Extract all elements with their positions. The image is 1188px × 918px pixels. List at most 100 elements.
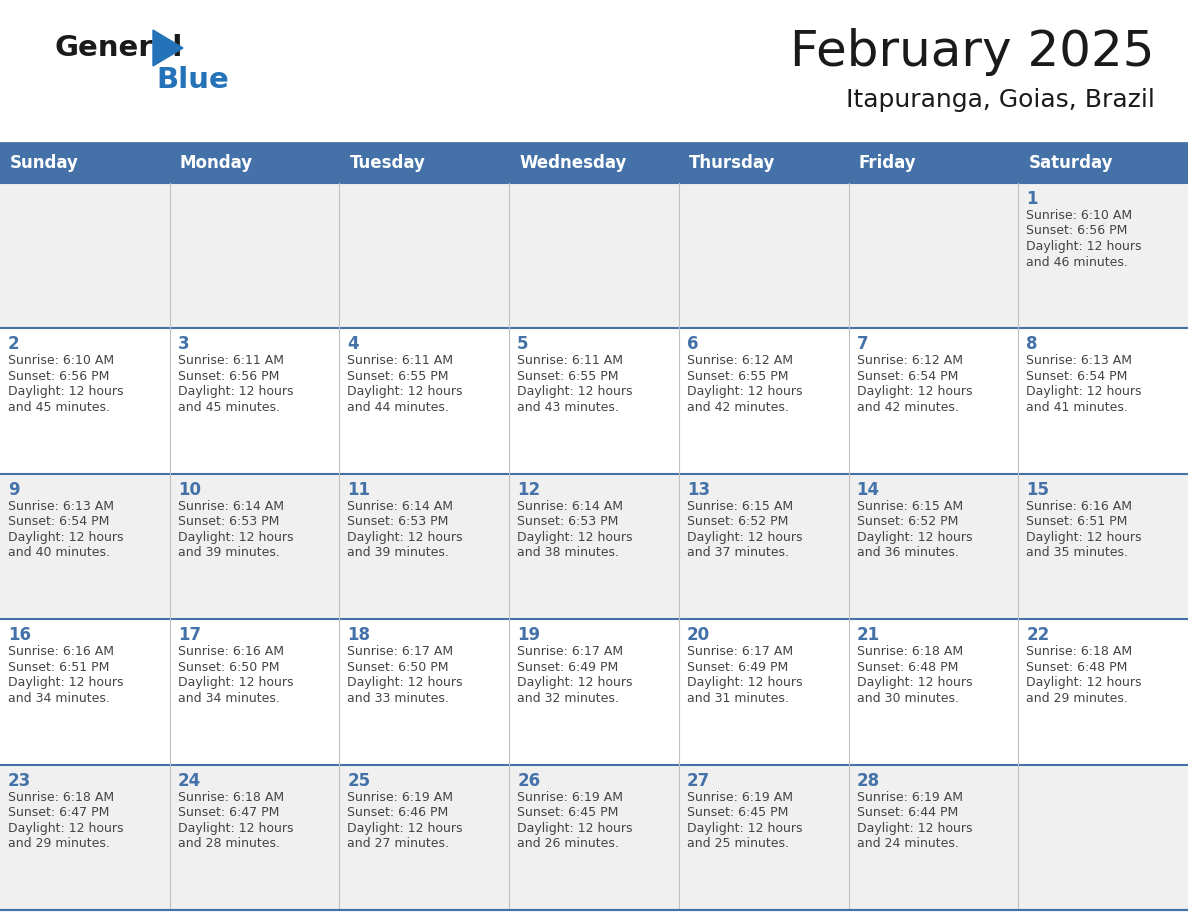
Text: Sunrise: 6:10 AM: Sunrise: 6:10 AM	[8, 354, 114, 367]
Text: Sunset: 6:48 PM: Sunset: 6:48 PM	[857, 661, 958, 674]
Text: Sunset: 6:55 PM: Sunset: 6:55 PM	[347, 370, 449, 383]
Text: Sunset: 6:54 PM: Sunset: 6:54 PM	[1026, 370, 1127, 383]
Text: Daylight: 12 hours: Daylight: 12 hours	[857, 677, 972, 689]
Text: Sunset: 6:53 PM: Sunset: 6:53 PM	[178, 515, 279, 528]
Text: Daylight: 12 hours: Daylight: 12 hours	[517, 386, 633, 398]
Text: 4: 4	[347, 335, 359, 353]
Text: Sunrise: 6:16 AM: Sunrise: 6:16 AM	[178, 645, 284, 658]
Text: Sunset: 6:49 PM: Sunset: 6:49 PM	[687, 661, 788, 674]
Text: and 32 minutes.: and 32 minutes.	[517, 691, 619, 705]
Bar	[0, 474, 1188, 620]
Text: 15: 15	[1026, 481, 1049, 498]
Text: Daylight: 12 hours: Daylight: 12 hours	[1026, 677, 1142, 689]
Text: Sunrise: 6:17 AM: Sunrise: 6:17 AM	[517, 645, 624, 658]
Text: 25: 25	[347, 772, 371, 789]
Text: 19: 19	[517, 626, 541, 644]
Text: and 34 minutes.: and 34 minutes.	[178, 691, 279, 705]
Text: Sunset: 6:44 PM: Sunset: 6:44 PM	[857, 806, 958, 819]
Text: Wednesday: Wednesday	[519, 154, 626, 172]
Text: 20: 20	[687, 626, 710, 644]
Text: 28: 28	[857, 772, 879, 789]
Text: Sunset: 6:51 PM: Sunset: 6:51 PM	[1026, 515, 1127, 528]
Text: Sunrise: 6:11 AM: Sunrise: 6:11 AM	[347, 354, 454, 367]
Text: 21: 21	[857, 626, 879, 644]
Text: and 41 minutes.: and 41 minutes.	[1026, 401, 1129, 414]
Text: Sunset: 6:45 PM: Sunset: 6:45 PM	[687, 806, 788, 819]
Text: Tuesday: Tuesday	[349, 154, 425, 172]
Text: Sunset: 6:49 PM: Sunset: 6:49 PM	[517, 661, 619, 674]
Text: Daylight: 12 hours: Daylight: 12 hours	[347, 822, 463, 834]
Text: 9: 9	[8, 481, 20, 498]
Text: Sunset: 6:47 PM: Sunset: 6:47 PM	[178, 806, 279, 819]
Text: 2: 2	[8, 335, 20, 353]
Text: Sunset: 6:52 PM: Sunset: 6:52 PM	[687, 515, 788, 528]
Text: Daylight: 12 hours: Daylight: 12 hours	[857, 531, 972, 543]
Text: 8: 8	[1026, 335, 1038, 353]
Bar	[0, 183, 1188, 329]
Text: Sunrise: 6:19 AM: Sunrise: 6:19 AM	[687, 790, 792, 803]
Text: 7: 7	[857, 335, 868, 353]
Text: and 37 minutes.: and 37 minutes.	[687, 546, 789, 559]
Text: 24: 24	[178, 772, 201, 789]
Text: 16: 16	[8, 626, 31, 644]
Text: and 30 minutes.: and 30 minutes.	[857, 691, 959, 705]
Text: and 42 minutes.: and 42 minutes.	[857, 401, 959, 414]
Text: Daylight: 12 hours: Daylight: 12 hours	[1026, 531, 1142, 543]
Text: and 29 minutes.: and 29 minutes.	[1026, 691, 1129, 705]
Text: Daylight: 12 hours: Daylight: 12 hours	[517, 531, 633, 543]
Text: Daylight: 12 hours: Daylight: 12 hours	[8, 822, 124, 834]
Text: and 29 minutes.: and 29 minutes.	[8, 837, 109, 850]
Text: 27: 27	[687, 772, 710, 789]
Text: and 39 minutes.: and 39 minutes.	[347, 546, 449, 559]
Bar	[848, 143, 1018, 183]
Text: Sunset: 6:54 PM: Sunset: 6:54 PM	[857, 370, 958, 383]
Text: Sunrise: 6:15 AM: Sunrise: 6:15 AM	[687, 499, 792, 513]
Text: Daylight: 12 hours: Daylight: 12 hours	[517, 677, 633, 689]
Text: Daylight: 12 hours: Daylight: 12 hours	[178, 822, 293, 834]
Text: Sunrise: 6:17 AM: Sunrise: 6:17 AM	[687, 645, 792, 658]
Text: February 2025: February 2025	[790, 28, 1155, 76]
Text: Sunset: 6:56 PM: Sunset: 6:56 PM	[1026, 225, 1127, 238]
Text: 10: 10	[178, 481, 201, 498]
Text: Sunrise: 6:18 AM: Sunrise: 6:18 AM	[1026, 645, 1132, 658]
Text: Sunset: 6:53 PM: Sunset: 6:53 PM	[347, 515, 449, 528]
Text: General: General	[55, 34, 183, 62]
Text: Sunrise: 6:14 AM: Sunrise: 6:14 AM	[178, 499, 284, 513]
Text: Sunrise: 6:15 AM: Sunrise: 6:15 AM	[857, 499, 962, 513]
Text: Sunset: 6:55 PM: Sunset: 6:55 PM	[517, 370, 619, 383]
Text: 23: 23	[8, 772, 31, 789]
Text: Friday: Friday	[859, 154, 916, 172]
Text: Sunrise: 6:11 AM: Sunrise: 6:11 AM	[517, 354, 624, 367]
Text: Sunset: 6:48 PM: Sunset: 6:48 PM	[1026, 661, 1127, 674]
Text: and 25 minutes.: and 25 minutes.	[687, 837, 789, 850]
Text: Itapuranga, Goias, Brazil: Itapuranga, Goias, Brazil	[846, 88, 1155, 112]
Bar	[510, 143, 678, 183]
Text: Daylight: 12 hours: Daylight: 12 hours	[1026, 386, 1142, 398]
Text: Sunrise: 6:18 AM: Sunrise: 6:18 AM	[178, 790, 284, 803]
Text: and 44 minutes.: and 44 minutes.	[347, 401, 449, 414]
Text: Sunset: 6:46 PM: Sunset: 6:46 PM	[347, 806, 449, 819]
Bar	[678, 143, 848, 183]
Text: Daylight: 12 hours: Daylight: 12 hours	[687, 822, 802, 834]
Text: 13: 13	[687, 481, 710, 498]
Text: Sunrise: 6:17 AM: Sunrise: 6:17 AM	[347, 645, 454, 658]
Text: and 24 minutes.: and 24 minutes.	[857, 837, 959, 850]
Text: Sunrise: 6:14 AM: Sunrise: 6:14 AM	[347, 499, 454, 513]
Text: Thursday: Thursday	[689, 154, 776, 172]
Text: 14: 14	[857, 481, 879, 498]
Bar	[0, 143, 170, 183]
Text: 12: 12	[517, 481, 541, 498]
Text: and 31 minutes.: and 31 minutes.	[687, 691, 789, 705]
Text: Sunrise: 6:10 AM: Sunrise: 6:10 AM	[1026, 209, 1132, 222]
Text: Sunrise: 6:18 AM: Sunrise: 6:18 AM	[8, 790, 114, 803]
Text: Sunset: 6:53 PM: Sunset: 6:53 PM	[517, 515, 619, 528]
Bar	[0, 329, 1188, 474]
Text: Sunset: 6:45 PM: Sunset: 6:45 PM	[517, 806, 619, 819]
Text: Sunrise: 6:16 AM: Sunrise: 6:16 AM	[1026, 499, 1132, 513]
Text: and 46 minutes.: and 46 minutes.	[1026, 255, 1129, 268]
Text: Sunset: 6:47 PM: Sunset: 6:47 PM	[8, 806, 109, 819]
Bar	[0, 620, 1188, 765]
Text: Blue: Blue	[156, 66, 229, 94]
Text: Daylight: 12 hours: Daylight: 12 hours	[687, 386, 802, 398]
Text: 1: 1	[1026, 190, 1038, 208]
